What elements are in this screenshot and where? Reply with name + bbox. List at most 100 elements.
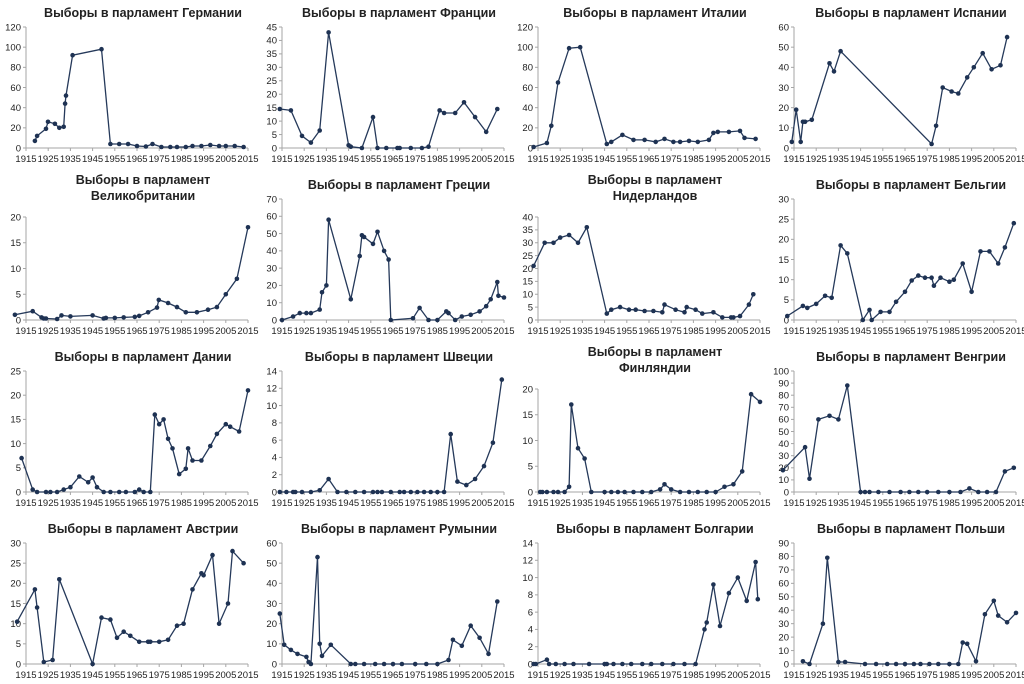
data-point: [737, 128, 743, 134]
data-point: [949, 89, 954, 94]
x-tick-label: 1935: [572, 326, 593, 337]
data-point: [388, 317, 394, 323]
data-point: [501, 295, 507, 300]
series-line: [34, 48, 244, 148]
data-point: [960, 640, 965, 645]
data-point: [836, 659, 841, 665]
data-point: [290, 314, 296, 319]
x-tick-label: 1945: [82, 154, 103, 165]
data-point: [642, 308, 647, 314]
y-tick-label: 5: [272, 130, 277, 141]
y-tick-label: 4: [272, 453, 277, 464]
y-tick-label: 40: [266, 579, 277, 590]
data-point: [108, 617, 113, 622]
data-point: [223, 143, 229, 149]
chart-title: Финляндии: [619, 361, 691, 375]
data-point: [940, 85, 945, 90]
data-point: [397, 489, 402, 495]
x-tick-label: 1955: [872, 498, 893, 509]
data-point: [735, 575, 741, 580]
x-tick-label: 2005: [215, 326, 236, 337]
y-tick-label: 10: [522, 290, 533, 301]
x-tick-label: 2015: [749, 498, 770, 509]
y-tick-label: 100: [517, 42, 533, 53]
y-tick-label: 12: [266, 384, 277, 395]
data-point: [1002, 469, 1008, 474]
data-point: [415, 489, 420, 495]
x-tick-label: 1995: [961, 154, 982, 165]
data-point: [1004, 34, 1010, 40]
y-tick-label: 25: [778, 214, 789, 225]
x-tick-label: 2015: [1005, 498, 1024, 509]
y-tick-label: 30: [266, 263, 277, 274]
data-point: [620, 661, 625, 667]
data-point: [277, 489, 283, 495]
chart-title: Выборы в парламент Швеции: [305, 350, 493, 364]
data-point: [335, 489, 340, 495]
y-tick-label: 20: [266, 619, 277, 630]
x-tick-label: 2005: [727, 498, 748, 509]
data-point: [370, 489, 376, 495]
data-point: [800, 303, 806, 309]
x-tick-label: 2005: [983, 154, 1004, 165]
data-point: [232, 143, 237, 149]
data-point: [626, 307, 632, 312]
x-tick-label: 1995: [193, 670, 214, 681]
x-tick-label: 2015: [749, 326, 770, 337]
x-tick-label: 1915: [527, 498, 548, 509]
data-point: [673, 307, 678, 312]
data-point: [862, 661, 868, 667]
y-tick-label: 5: [16, 290, 21, 301]
data-point: [388, 489, 394, 495]
x-tick-label: 2005: [215, 670, 236, 681]
data-point: [426, 317, 431, 323]
data-point: [589, 489, 594, 495]
data-point: [295, 651, 300, 657]
data-point: [951, 277, 957, 282]
line-chart: Выборы в парламент Великобритании 0 5 10 15 20…: [10, 173, 258, 337]
data-point: [651, 308, 656, 314]
data-point: [297, 310, 303, 316]
data-point: [375, 229, 380, 235]
data-point: [116, 141, 122, 147]
data-point: [379, 489, 385, 495]
data-point: [43, 126, 49, 132]
data-point: [878, 309, 883, 315]
x-tick-label: 1965: [382, 498, 403, 509]
y-tick-label: 0: [16, 143, 21, 154]
data-point: [34, 133, 40, 139]
data-point: [971, 65, 977, 70]
data-point: [993, 489, 999, 495]
data-point: [32, 587, 38, 592]
x-tick-label: 1995: [705, 326, 726, 337]
chart-title: Выборы в парламент Греции: [308, 178, 490, 192]
data-point: [372, 661, 378, 667]
data-point: [459, 643, 465, 649]
data-point: [495, 106, 500, 112]
data-point: [361, 489, 367, 495]
x-tick-label: 2005: [471, 498, 492, 509]
x-tick-label: 1945: [338, 670, 359, 681]
data-point: [417, 305, 422, 311]
data-point: [711, 130, 716, 136]
x-tick-label: 1945: [338, 154, 359, 165]
data-point: [353, 489, 358, 495]
x-tick-label: 1975: [661, 670, 682, 681]
data-point: [57, 125, 62, 131]
data-point: [277, 106, 283, 112]
x-tick-label: 1995: [961, 326, 982, 337]
data-point: [370, 241, 376, 247]
x-tick-label: 1935: [828, 326, 849, 337]
data-point: [132, 314, 138, 320]
data-point: [208, 142, 213, 148]
data-point: [702, 627, 707, 632]
y-tick-label: 0: [272, 487, 277, 498]
data-point: [381, 248, 387, 254]
x-tick-label: 1985: [939, 154, 960, 165]
x-tick-label: 1955: [616, 326, 637, 337]
x-tick-label: 2015: [493, 326, 514, 337]
y-tick-label: 120: [517, 22, 533, 33]
y-tick-label: 50: [778, 592, 789, 603]
data-point: [448, 431, 453, 437]
chart-panel: Выборы в парламент Греции 0 10 20 30 40 50 60 70…: [256, 172, 514, 340]
